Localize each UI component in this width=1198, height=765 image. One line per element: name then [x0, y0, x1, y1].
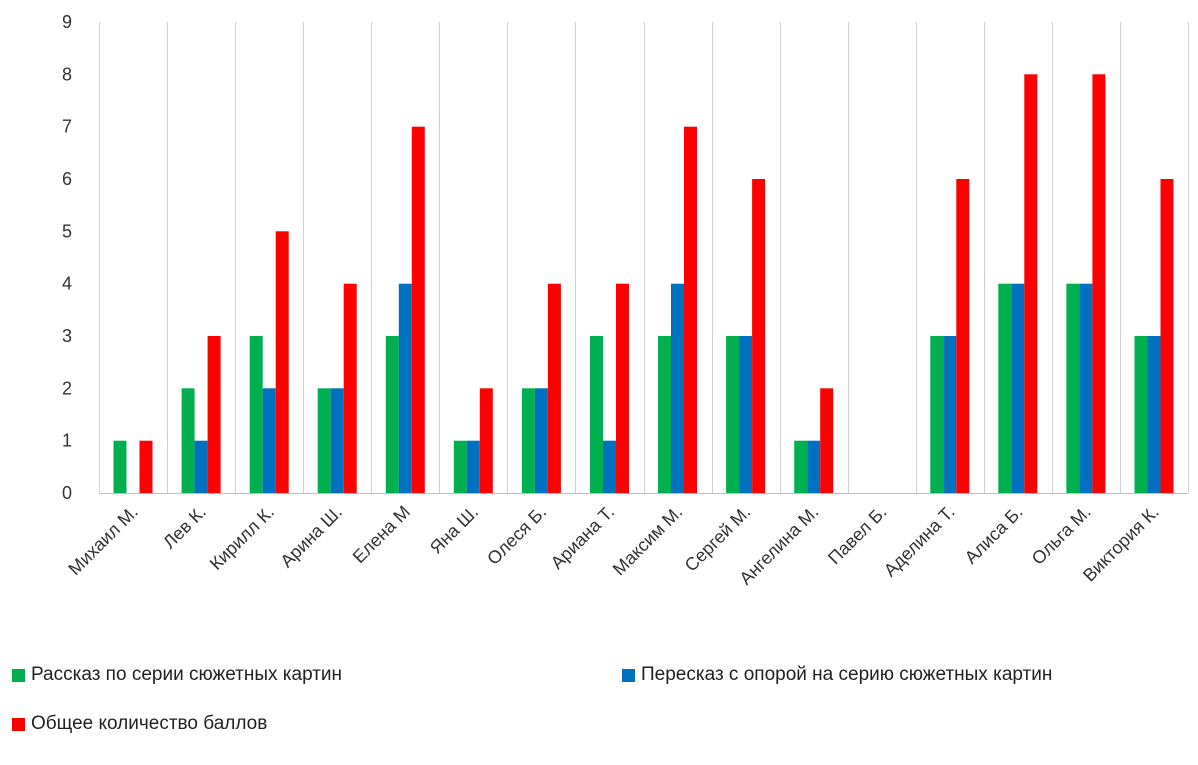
bar-chart: 0 1 2 3 4 5 6 7 8 9 Михаил М. Лев К.Кирилл К.Арина …: [62, 12, 1189, 589]
bar-series-2: [943, 336, 957, 493]
y-tick-label: 6: [62, 169, 72, 189]
bar-series-1: [249, 336, 263, 493]
y-tick-label: 9: [62, 12, 72, 32]
grid-lines: [99, 22, 1189, 493]
y-tick-label: 7: [62, 117, 72, 137]
legend-swatch-story: [12, 668, 25, 682]
bar-series-2: [671, 283, 684, 493]
bar-series-2: [466, 440, 480, 493]
y-tick-label: 5: [62, 221, 72, 241]
bar-series-2: [262, 388, 276, 493]
legend-swatch-retelling: [622, 668, 635, 682]
y-tick-label: 2: [62, 378, 72, 398]
bar-series-1: [385, 336, 399, 493]
bar-series-1: [998, 283, 1012, 493]
bar-series-3: [684, 126, 697, 493]
x-tick-label: Лев К.: [159, 502, 210, 553]
bar-series-2: [194, 440, 208, 493]
bar-series-2: [739, 336, 753, 493]
y-tick-label: 8: [62, 64, 72, 84]
x-tick-label: Арина Ш.: [276, 502, 346, 572]
x-tick-label: Максим М.: [609, 502, 687, 580]
bar-series-3: [411, 126, 425, 493]
x-tick-label: Павел Б.: [824, 502, 891, 569]
bar-series-1: [794, 440, 808, 493]
bar-series-3: [207, 336, 221, 493]
bar-series-1: [317, 388, 331, 493]
bars: [113, 74, 1174, 494]
legend-item-story: Рассказ по серии сюжетных картин: [12, 664, 342, 686]
bar-series-2: [807, 440, 821, 493]
bar-series-1: [658, 336, 671, 493]
legend-swatch-total: [12, 717, 25, 731]
legend-item-total: Общее количество баллов: [12, 713, 267, 735]
x-tick-label: Елена М: [349, 502, 414, 567]
legend-item-retelling: Пересказ с опорой на серию сюжетных карт…: [622, 664, 1052, 686]
legend-label-total: Общее количество баллов: [31, 713, 268, 734]
bar-series-3: [1024, 74, 1038, 494]
bar-series-3: [820, 388, 834, 493]
bar-series-2: [1011, 283, 1025, 493]
x-tick-label: Яна Ш.: [426, 502, 482, 558]
bar-series-3: [139, 440, 153, 493]
bar-series-1: [1066, 283, 1080, 493]
bar-series-1: [181, 388, 195, 493]
legend-label-story: Рассказ по серии сюжетных картин: [31, 664, 343, 685]
x-tick-label: Сергей М.: [681, 502, 755, 576]
legend-label-retelling: Пересказ с опорой на серию сюжетных карт…: [641, 664, 1053, 685]
bar-series-3: [479, 388, 493, 493]
bar-series-1: [453, 440, 467, 493]
bar-series-2: [1147, 336, 1161, 493]
bar-series-1: [521, 388, 535, 493]
y-tick-label: 1: [62, 431, 72, 451]
bar-series-3: [616, 283, 629, 493]
bar-series-2: [330, 388, 344, 493]
x-tick-label: Олеся Б.: [483, 502, 550, 569]
bar-series-3: [1160, 179, 1174, 493]
bar-series-3: [1092, 74, 1106, 494]
x-tick-label: Михаил М.: [64, 502, 141, 579]
bar-series-2: [1079, 283, 1093, 493]
bar-series-3: [956, 179, 970, 493]
bar-series-3: [275, 231, 289, 494]
x-tick-label: Ольга М.: [1028, 502, 1095, 569]
x-tick-label: Ариана Т.: [547, 502, 618, 573]
y-tick-label: 0: [62, 483, 72, 503]
bar-series-3: [343, 283, 357, 493]
x-tick-label: Кирилл К.: [206, 502, 278, 574]
bar-series-1: [726, 336, 740, 493]
bar-series-2: [534, 388, 548, 493]
bar-series-1: [113, 440, 127, 493]
x-tick-label: Алиса Б.: [961, 502, 1027, 568]
bar-series-2: [603, 440, 616, 493]
bar-series-3: [547, 283, 561, 493]
y-tick-label: 3: [62, 326, 72, 346]
x-tick-label: Аделина Т.: [880, 502, 959, 581]
bar-series-1: [930, 336, 944, 493]
bar-series-3: [752, 179, 766, 493]
bar-series-2: [398, 283, 412, 493]
bar-series-1: [590, 336, 603, 493]
bar-series-1: [1134, 336, 1148, 493]
y-tick-label: 4: [62, 274, 72, 294]
